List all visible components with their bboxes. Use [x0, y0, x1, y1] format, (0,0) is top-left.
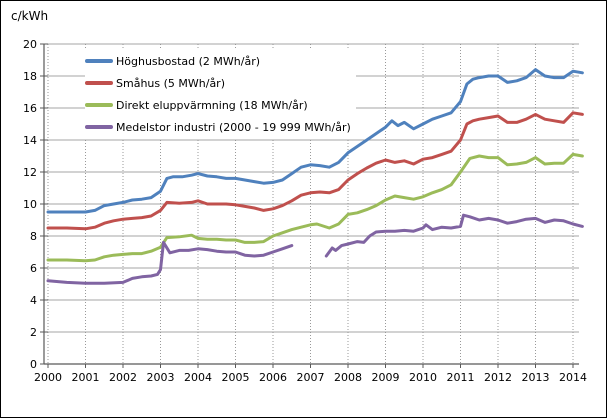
legend-line-swatch-eluppvarmning	[85, 103, 113, 107]
x-tick-label: 2013	[522, 371, 550, 384]
y-tick-label: 0	[30, 358, 37, 371]
y-tick-label: 14	[23, 134, 37, 147]
x-tick-label: 2006	[259, 371, 287, 384]
y-axis-unit-label: c/kWh	[11, 9, 49, 23]
legend-label: Medelstor industri (2000 - 19 999 MWh/år…	[116, 120, 351, 134]
x-tick-label: 2004	[184, 371, 212, 384]
y-tick-label: 4	[30, 294, 37, 307]
legend: Höghusbostad (2 MWh/år) Småhus (5 MWh/år…	[85, 50, 356, 138]
y-tick-label: 16	[23, 102, 37, 115]
x-tick-label: 2008	[334, 371, 362, 384]
x-tick-label: 2005	[222, 371, 250, 384]
x-tick-label: 2012	[484, 371, 512, 384]
x-tick-label: 2011	[447, 371, 475, 384]
legend-item: Medelstor industri (2000 - 19 999 MWh/år…	[85, 116, 356, 138]
y-tick-label: 8	[30, 230, 37, 243]
x-tick-label: 2002	[109, 371, 137, 384]
series-line-0	[46, 68, 584, 214]
y-tick-label: 12	[23, 166, 37, 179]
y-tick-label: 18	[23, 70, 37, 83]
legend-item: Direkt eluppvärmning (18 MWh/år)	[85, 94, 356, 116]
legend-line-swatch-hoghusbostad	[85, 59, 113, 63]
legend-item: Höghusbostad (2 MWh/år)	[85, 50, 356, 72]
y-tick-label: 2	[30, 326, 37, 339]
x-tick-label: 2000	[34, 371, 62, 384]
legend-line-swatch-smahus	[85, 81, 113, 85]
x-tick-label: 2014	[559, 371, 587, 384]
legend-item: Småhus (5 MWh/år)	[85, 72, 356, 94]
y-tick-label: 10	[23, 198, 37, 211]
x-tick-label: 2007	[297, 371, 325, 384]
series-line-3	[46, 240, 294, 285]
legend-label: Höghusbostad (2 MWh/år)	[116, 54, 261, 68]
series-line-1	[46, 111, 584, 231]
legend-line-swatch-industri	[85, 125, 113, 129]
series-line-3	[324, 213, 584, 258]
x-tick-label: 2003	[147, 371, 175, 384]
x-tick-label: 2009	[372, 371, 400, 384]
legend-label: Direkt eluppvärmning (18 MWh/år)	[116, 98, 308, 112]
y-tick-label: 6	[30, 262, 37, 275]
y-tick-label: 20	[23, 38, 37, 51]
x-tick-label: 2010	[409, 371, 437, 384]
legend-label: Småhus (5 MWh/år)	[116, 76, 225, 90]
x-tick-label: 2001	[72, 371, 100, 384]
series-line-2	[46, 152, 584, 263]
